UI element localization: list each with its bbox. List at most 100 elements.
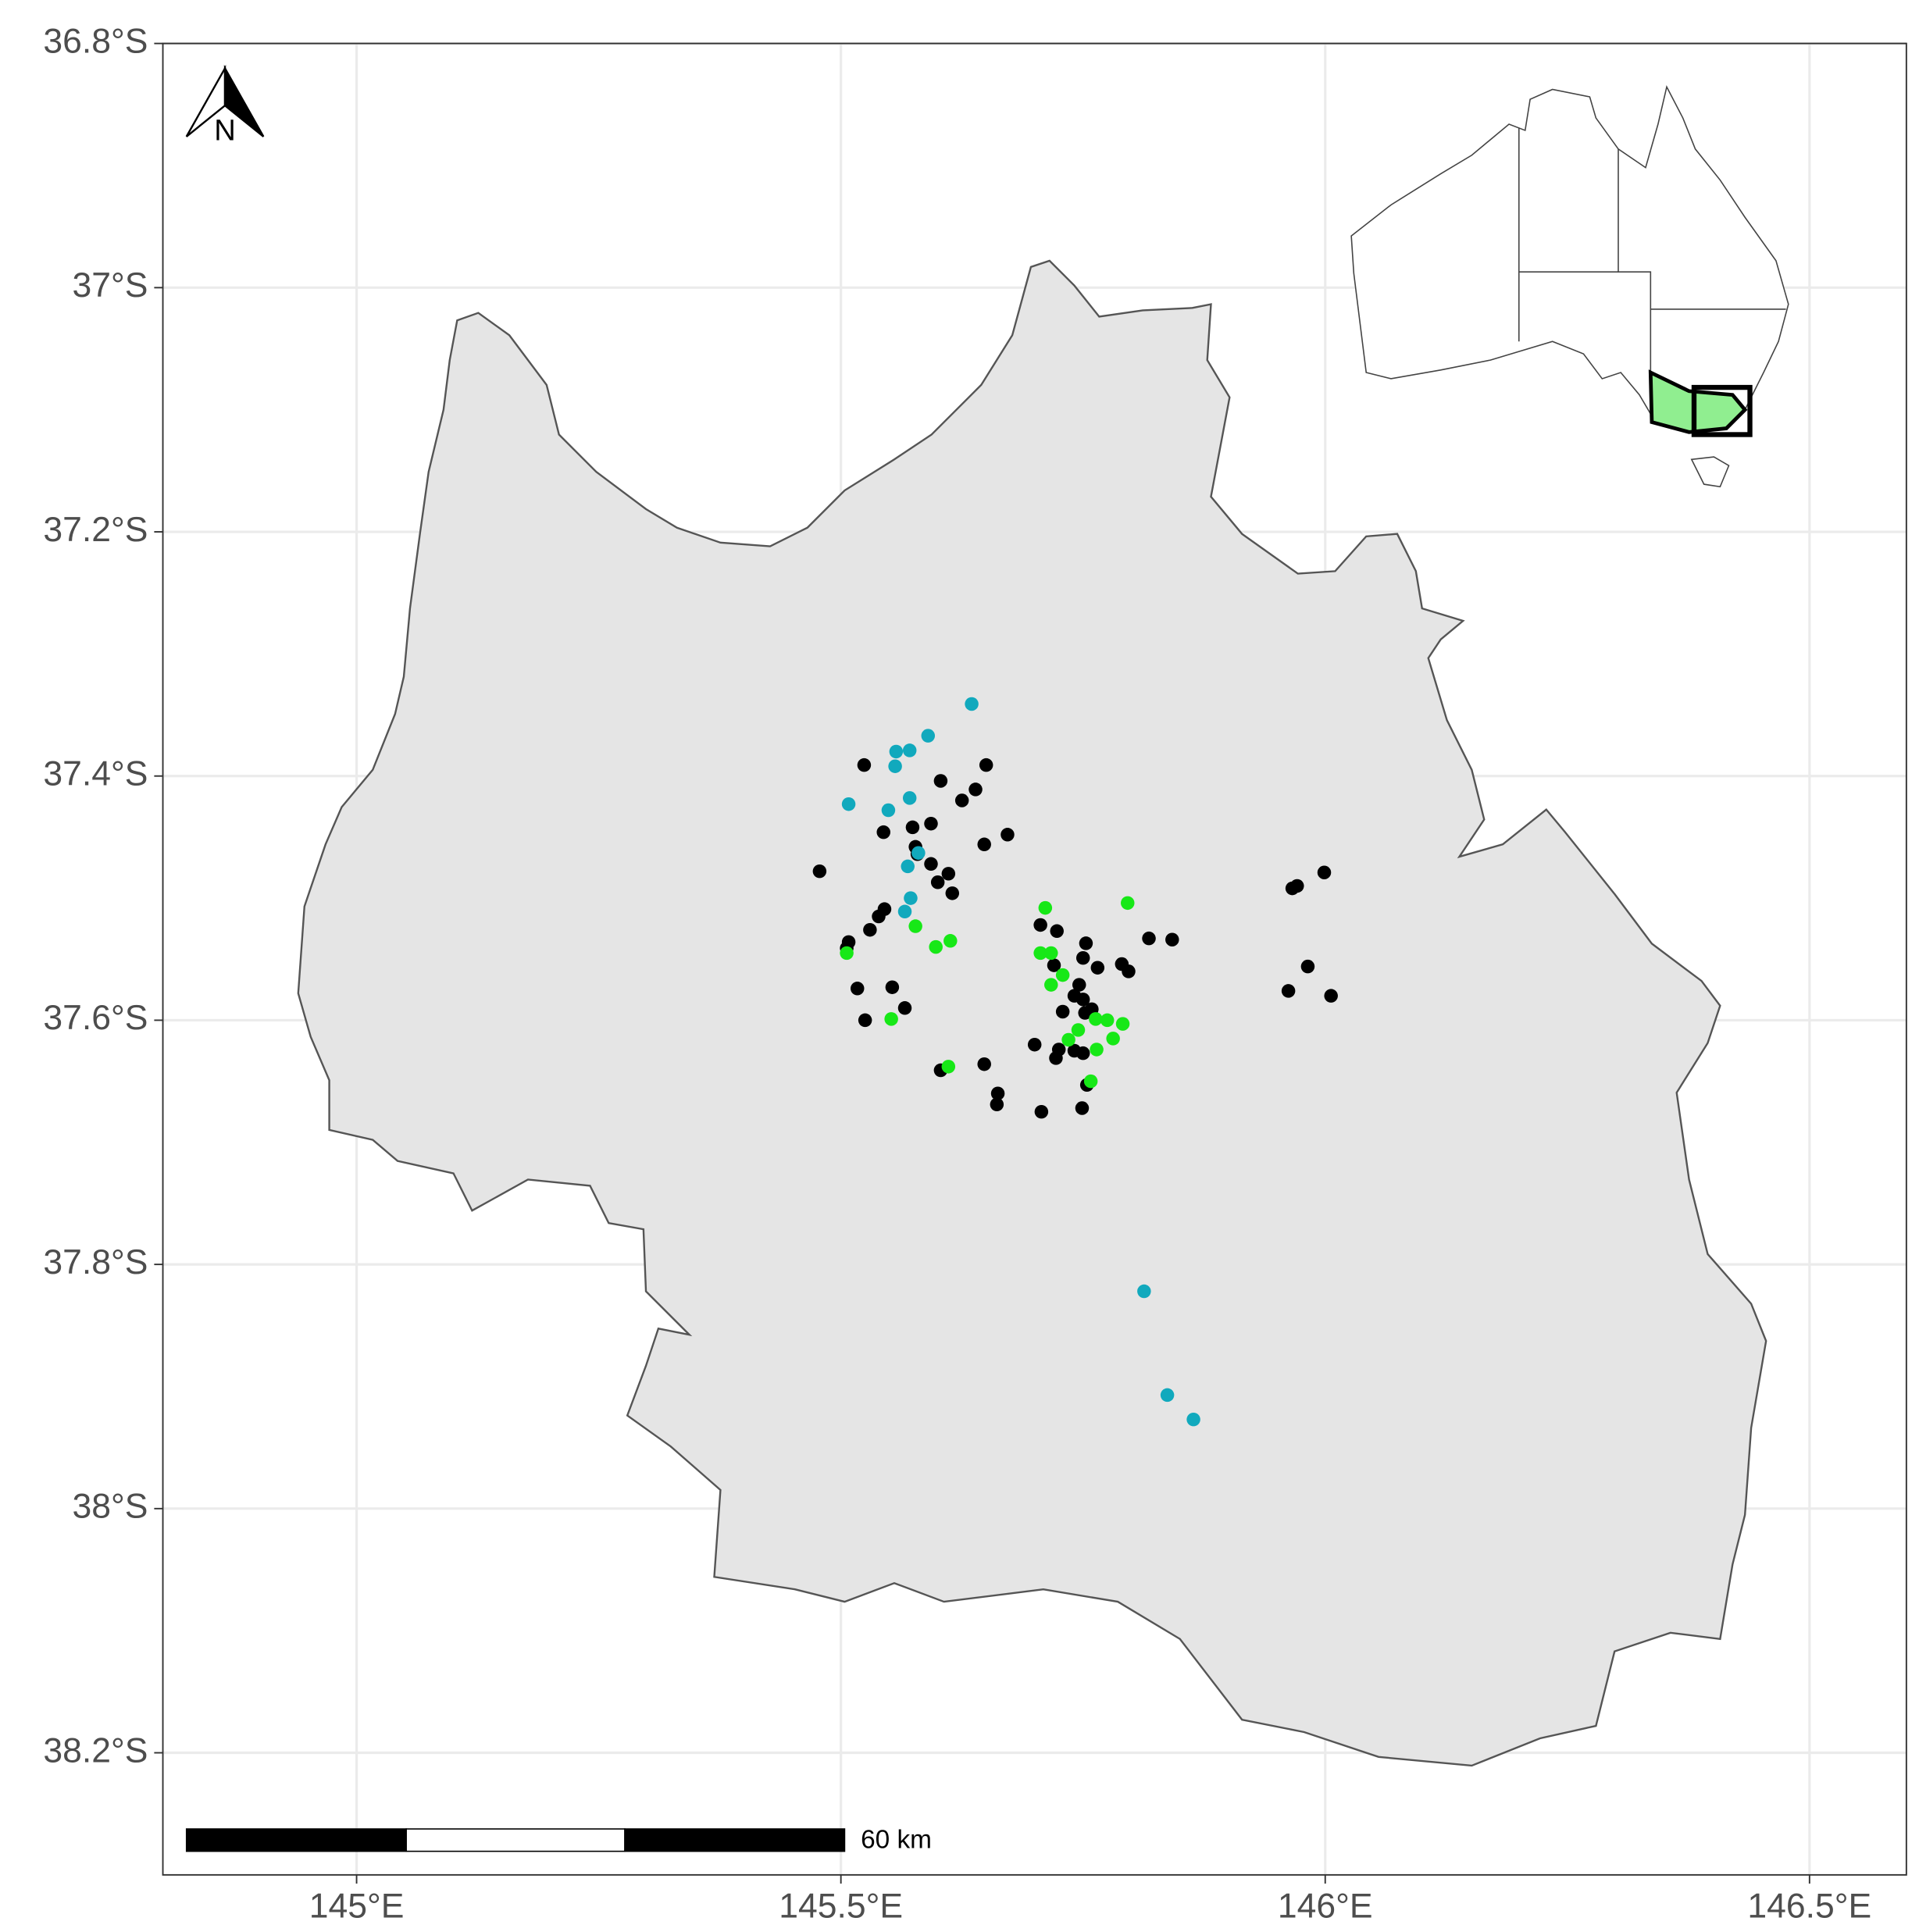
point — [1075, 1046, 1090, 1060]
point — [1160, 1388, 1175, 1403]
point — [1115, 1017, 1130, 1031]
point — [1044, 978, 1058, 992]
point — [1055, 968, 1070, 982]
point — [1075, 993, 1090, 1007]
state-borders — [1518, 127, 1786, 372]
point — [881, 803, 896, 818]
point — [929, 939, 943, 954]
scale-segment — [185, 1828, 407, 1852]
point — [977, 1057, 991, 1071]
north-label: N — [214, 114, 236, 148]
point — [1047, 958, 1061, 972]
point — [1079, 936, 1093, 950]
point — [897, 904, 912, 919]
point — [888, 759, 902, 773]
point — [1281, 984, 1296, 998]
y-tick-label: 38°S — [72, 1488, 148, 1526]
point — [990, 1097, 1004, 1112]
scale-bar: 60 km — [185, 1826, 932, 1855]
point — [924, 816, 938, 831]
point — [968, 782, 983, 797]
point — [965, 697, 979, 711]
inset-map — [1350, 85, 1789, 488]
point — [1106, 1032, 1120, 1046]
scale-label: 60 km — [861, 1826, 932, 1855]
point — [876, 825, 890, 839]
x-tick-label: 146.5°E — [1747, 1887, 1871, 1926]
point — [933, 774, 948, 788]
study-area-box — [1691, 384, 1753, 437]
point — [990, 1086, 1005, 1100]
point — [858, 1013, 872, 1028]
point — [943, 934, 958, 948]
point — [977, 837, 991, 852]
point — [1075, 950, 1090, 965]
point — [1165, 932, 1179, 946]
point — [902, 791, 917, 805]
x-tick-label: 145.5°E — [779, 1887, 903, 1926]
point — [905, 820, 920, 835]
point — [812, 864, 827, 879]
point — [1075, 1101, 1090, 1115]
point — [911, 846, 926, 860]
scale-segment — [624, 1828, 846, 1852]
x-tick-label: 145°E — [309, 1887, 405, 1926]
point — [1300, 959, 1315, 974]
point — [1034, 1104, 1049, 1119]
points — [812, 697, 1338, 1427]
point — [1089, 1012, 1103, 1026]
point — [1317, 865, 1332, 879]
point — [884, 1012, 898, 1026]
point — [885, 980, 900, 994]
point — [908, 919, 922, 933]
y-tick-label: 37.6°S — [43, 999, 148, 1037]
point — [979, 757, 993, 772]
point — [1061, 1032, 1075, 1047]
point — [1090, 961, 1105, 975]
axes: 145°E 145.5°E 146°E 146.5°E 36.8°S 37°S 37.2°S… — [43, 22, 1871, 1925]
north-arrow-right — [223, 64, 265, 137]
y-tick-label: 38.2°S — [43, 1731, 148, 1770]
y-tick-label: 36.8°S — [43, 22, 148, 60]
point — [1033, 946, 1047, 961]
scale-segment — [405, 1828, 626, 1852]
point — [1033, 918, 1047, 932]
point — [1027, 1037, 1042, 1052]
point — [1090, 1043, 1104, 1057]
point — [1071, 1023, 1086, 1037]
point — [863, 922, 877, 937]
point — [1044, 946, 1058, 961]
point — [1137, 1284, 1151, 1299]
point — [1001, 828, 1015, 842]
y-tick-label: 37.4°S — [43, 754, 148, 793]
point — [840, 946, 854, 961]
point — [901, 859, 915, 874]
point — [1285, 881, 1300, 896]
point — [1186, 1412, 1200, 1427]
point — [1055, 1004, 1070, 1019]
y-tick-label: 37.2°S — [43, 511, 148, 549]
australia-outline — [1350, 85, 1789, 430]
point — [924, 857, 938, 872]
point — [904, 891, 918, 905]
point — [1050, 924, 1064, 939]
point — [1078, 1006, 1092, 1020]
y-tick-label: 37.8°S — [43, 1243, 148, 1281]
tasmania — [1690, 456, 1730, 488]
region-outline — [297, 259, 1767, 1767]
point — [872, 909, 886, 924]
point — [897, 1001, 912, 1015]
point — [850, 982, 865, 996]
point — [941, 1060, 956, 1074]
point — [1121, 896, 1135, 911]
point — [1142, 931, 1156, 946]
point — [945, 886, 960, 900]
north-arrow: N — [185, 64, 265, 148]
point — [1072, 978, 1086, 992]
point — [1122, 964, 1136, 978]
y-tick-label: 37°S — [72, 266, 148, 305]
x-tick-label: 146°E — [1278, 1887, 1373, 1926]
point — [1083, 1074, 1098, 1089]
